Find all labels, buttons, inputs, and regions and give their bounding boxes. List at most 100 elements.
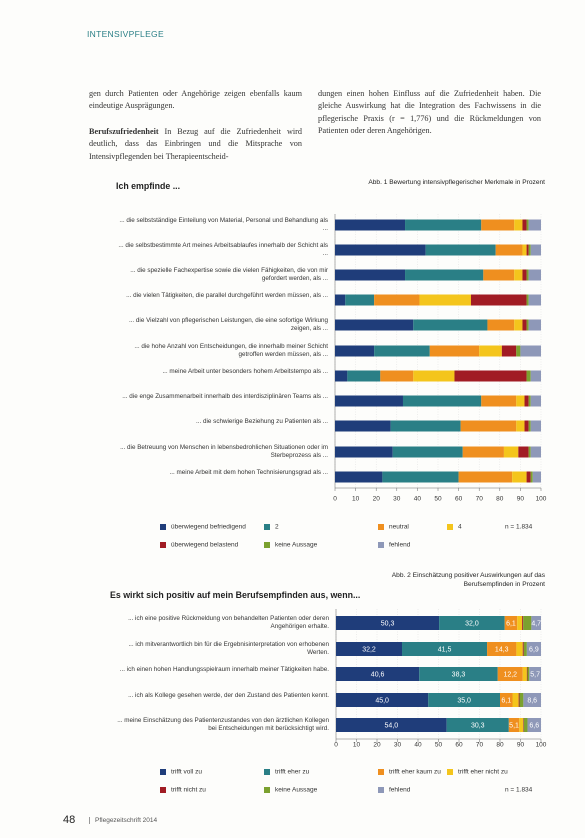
legend-label: 2 bbox=[275, 524, 279, 531]
x-tick-label: 10 bbox=[353, 742, 361, 749]
page-number: 48 bbox=[63, 814, 76, 826]
bar-segment bbox=[374, 294, 420, 306]
value-label: 6,6 bbox=[529, 722, 539, 729]
bar-segment bbox=[335, 395, 403, 407]
bar-segment bbox=[523, 718, 528, 732]
bar-segment bbox=[516, 642, 523, 656]
bar-segment bbox=[479, 345, 502, 357]
legend-label: fehlend bbox=[389, 787, 411, 794]
value-label: 30,3 bbox=[471, 722, 485, 729]
bar-segment bbox=[336, 642, 403, 656]
bar-segment bbox=[454, 370, 527, 382]
bar-segment bbox=[517, 616, 523, 630]
bar-segment bbox=[347, 370, 381, 382]
bar-segment bbox=[528, 446, 531, 458]
bar-segment bbox=[532, 471, 541, 483]
legend-swatch bbox=[264, 524, 270, 530]
chart-title: Es wirkt sich positiv auf mein Berufsemp… bbox=[110, 590, 361, 600]
chart-caption: Abb. 1 Bewertung intensivpflegerischer M… bbox=[368, 179, 545, 186]
bar-segment bbox=[524, 395, 529, 407]
bar-segment bbox=[501, 345, 517, 357]
legend-swatch bbox=[378, 769, 384, 775]
bar-segment bbox=[374, 345, 430, 357]
bar-segment bbox=[523, 693, 541, 707]
bar-segment bbox=[336, 693, 429, 707]
bar-segment bbox=[530, 244, 541, 256]
bar-segment bbox=[530, 420, 541, 432]
legend-label: fehlend bbox=[389, 542, 411, 549]
category-label: ... die Vielzahl von pflegerischen Leist… bbox=[128, 317, 328, 332]
bar-segment bbox=[429, 345, 480, 357]
bar-segment bbox=[413, 319, 488, 331]
bar-segment bbox=[527, 718, 541, 732]
bar-segment bbox=[460, 420, 517, 432]
value-label: 5,1 bbox=[509, 722, 519, 729]
bar-segment bbox=[487, 642, 517, 656]
legend-label: neutral bbox=[389, 524, 409, 531]
bar-segment bbox=[335, 345, 375, 357]
bar-segment bbox=[523, 616, 532, 630]
paragraph-lead: Berufszufriedenheit bbox=[89, 126, 159, 136]
bar-segment bbox=[512, 471, 527, 483]
category-label: ... die selbstständige Einteilung von Ma… bbox=[119, 217, 328, 232]
legend-label: trifft eher zu bbox=[275, 769, 310, 776]
category-label: ... die Betreuung von Menschen in lebens… bbox=[120, 444, 328, 459]
legend-swatch bbox=[447, 524, 453, 530]
legend-label: keine Aussage bbox=[275, 787, 318, 794]
bar-segment bbox=[522, 269, 527, 281]
legend-label: keine Aussage bbox=[275, 542, 318, 549]
bar-segment bbox=[380, 370, 414, 382]
legend-swatch bbox=[264, 542, 270, 548]
bar-segment bbox=[500, 693, 513, 707]
bar-segment bbox=[522, 244, 527, 256]
bar-segment bbox=[528, 420, 531, 432]
legend-label: trifft eher kaum zu bbox=[389, 769, 441, 776]
bar-segment bbox=[335, 219, 406, 231]
x-tick-label: 20 bbox=[373, 496, 381, 503]
category-label: ... die enge Zusammenarbeit innerhalb de… bbox=[122, 393, 328, 400]
bar-segment bbox=[514, 269, 523, 281]
bar-segment bbox=[526, 471, 531, 483]
value-label: 32,0 bbox=[465, 620, 479, 627]
x-tick-label: 50 bbox=[435, 742, 443, 749]
bar-segment bbox=[446, 718, 509, 732]
value-label: 6,1 bbox=[506, 620, 516, 627]
bar-segment bbox=[530, 446, 541, 458]
category-label: ... die vielen Tätigkeiten, die parallel… bbox=[126, 292, 328, 299]
x-tick-label: 30 bbox=[393, 496, 401, 503]
paragraph: dungen einen hohen Einfluss auf die Zufr… bbox=[318, 89, 541, 136]
value-label: 12,2 bbox=[503, 671, 517, 678]
category-label: ... die spezielle Fachexpertise sowie di… bbox=[130, 267, 328, 282]
bar-segment bbox=[336, 667, 420, 681]
value-label: 4,7 bbox=[531, 620, 541, 627]
legend-swatch bbox=[160, 787, 166, 793]
x-tick-label: 10 bbox=[352, 496, 360, 503]
legend-label: 4 bbox=[458, 524, 462, 531]
bar-segment bbox=[528, 294, 541, 306]
legend-swatch bbox=[160, 542, 166, 548]
bar-segment bbox=[504, 616, 518, 630]
bar-segment bbox=[481, 395, 517, 407]
bar-segment bbox=[522, 642, 524, 656]
bar-segment bbox=[470, 294, 527, 306]
paragraph: Berufszufriedenheit In Bezug auf die Zuf… bbox=[89, 126, 302, 163]
bar-segment bbox=[425, 244, 496, 256]
category-label: ... ich mitverantwortlich bin für die Er… bbox=[128, 641, 329, 656]
bar-segment bbox=[526, 219, 529, 231]
bar-segment bbox=[518, 446, 529, 458]
bar-segment bbox=[529, 667, 541, 681]
bar-segment bbox=[530, 395, 541, 407]
paragraph: gen durch Patienten oder Angehörige zeig… bbox=[89, 89, 302, 111]
legend-swatch bbox=[378, 787, 384, 793]
bar-segment bbox=[335, 370, 348, 382]
bar-segment bbox=[522, 319, 527, 331]
bar-segment bbox=[382, 471, 459, 483]
value-label: 40,6 bbox=[371, 671, 385, 678]
bar-segment bbox=[518, 693, 520, 707]
legend-swatch bbox=[160, 524, 166, 530]
bar-segment bbox=[531, 616, 541, 630]
value-label: 32,2 bbox=[362, 646, 376, 653]
bar-segment bbox=[512, 693, 519, 707]
bar-segment bbox=[335, 319, 414, 331]
